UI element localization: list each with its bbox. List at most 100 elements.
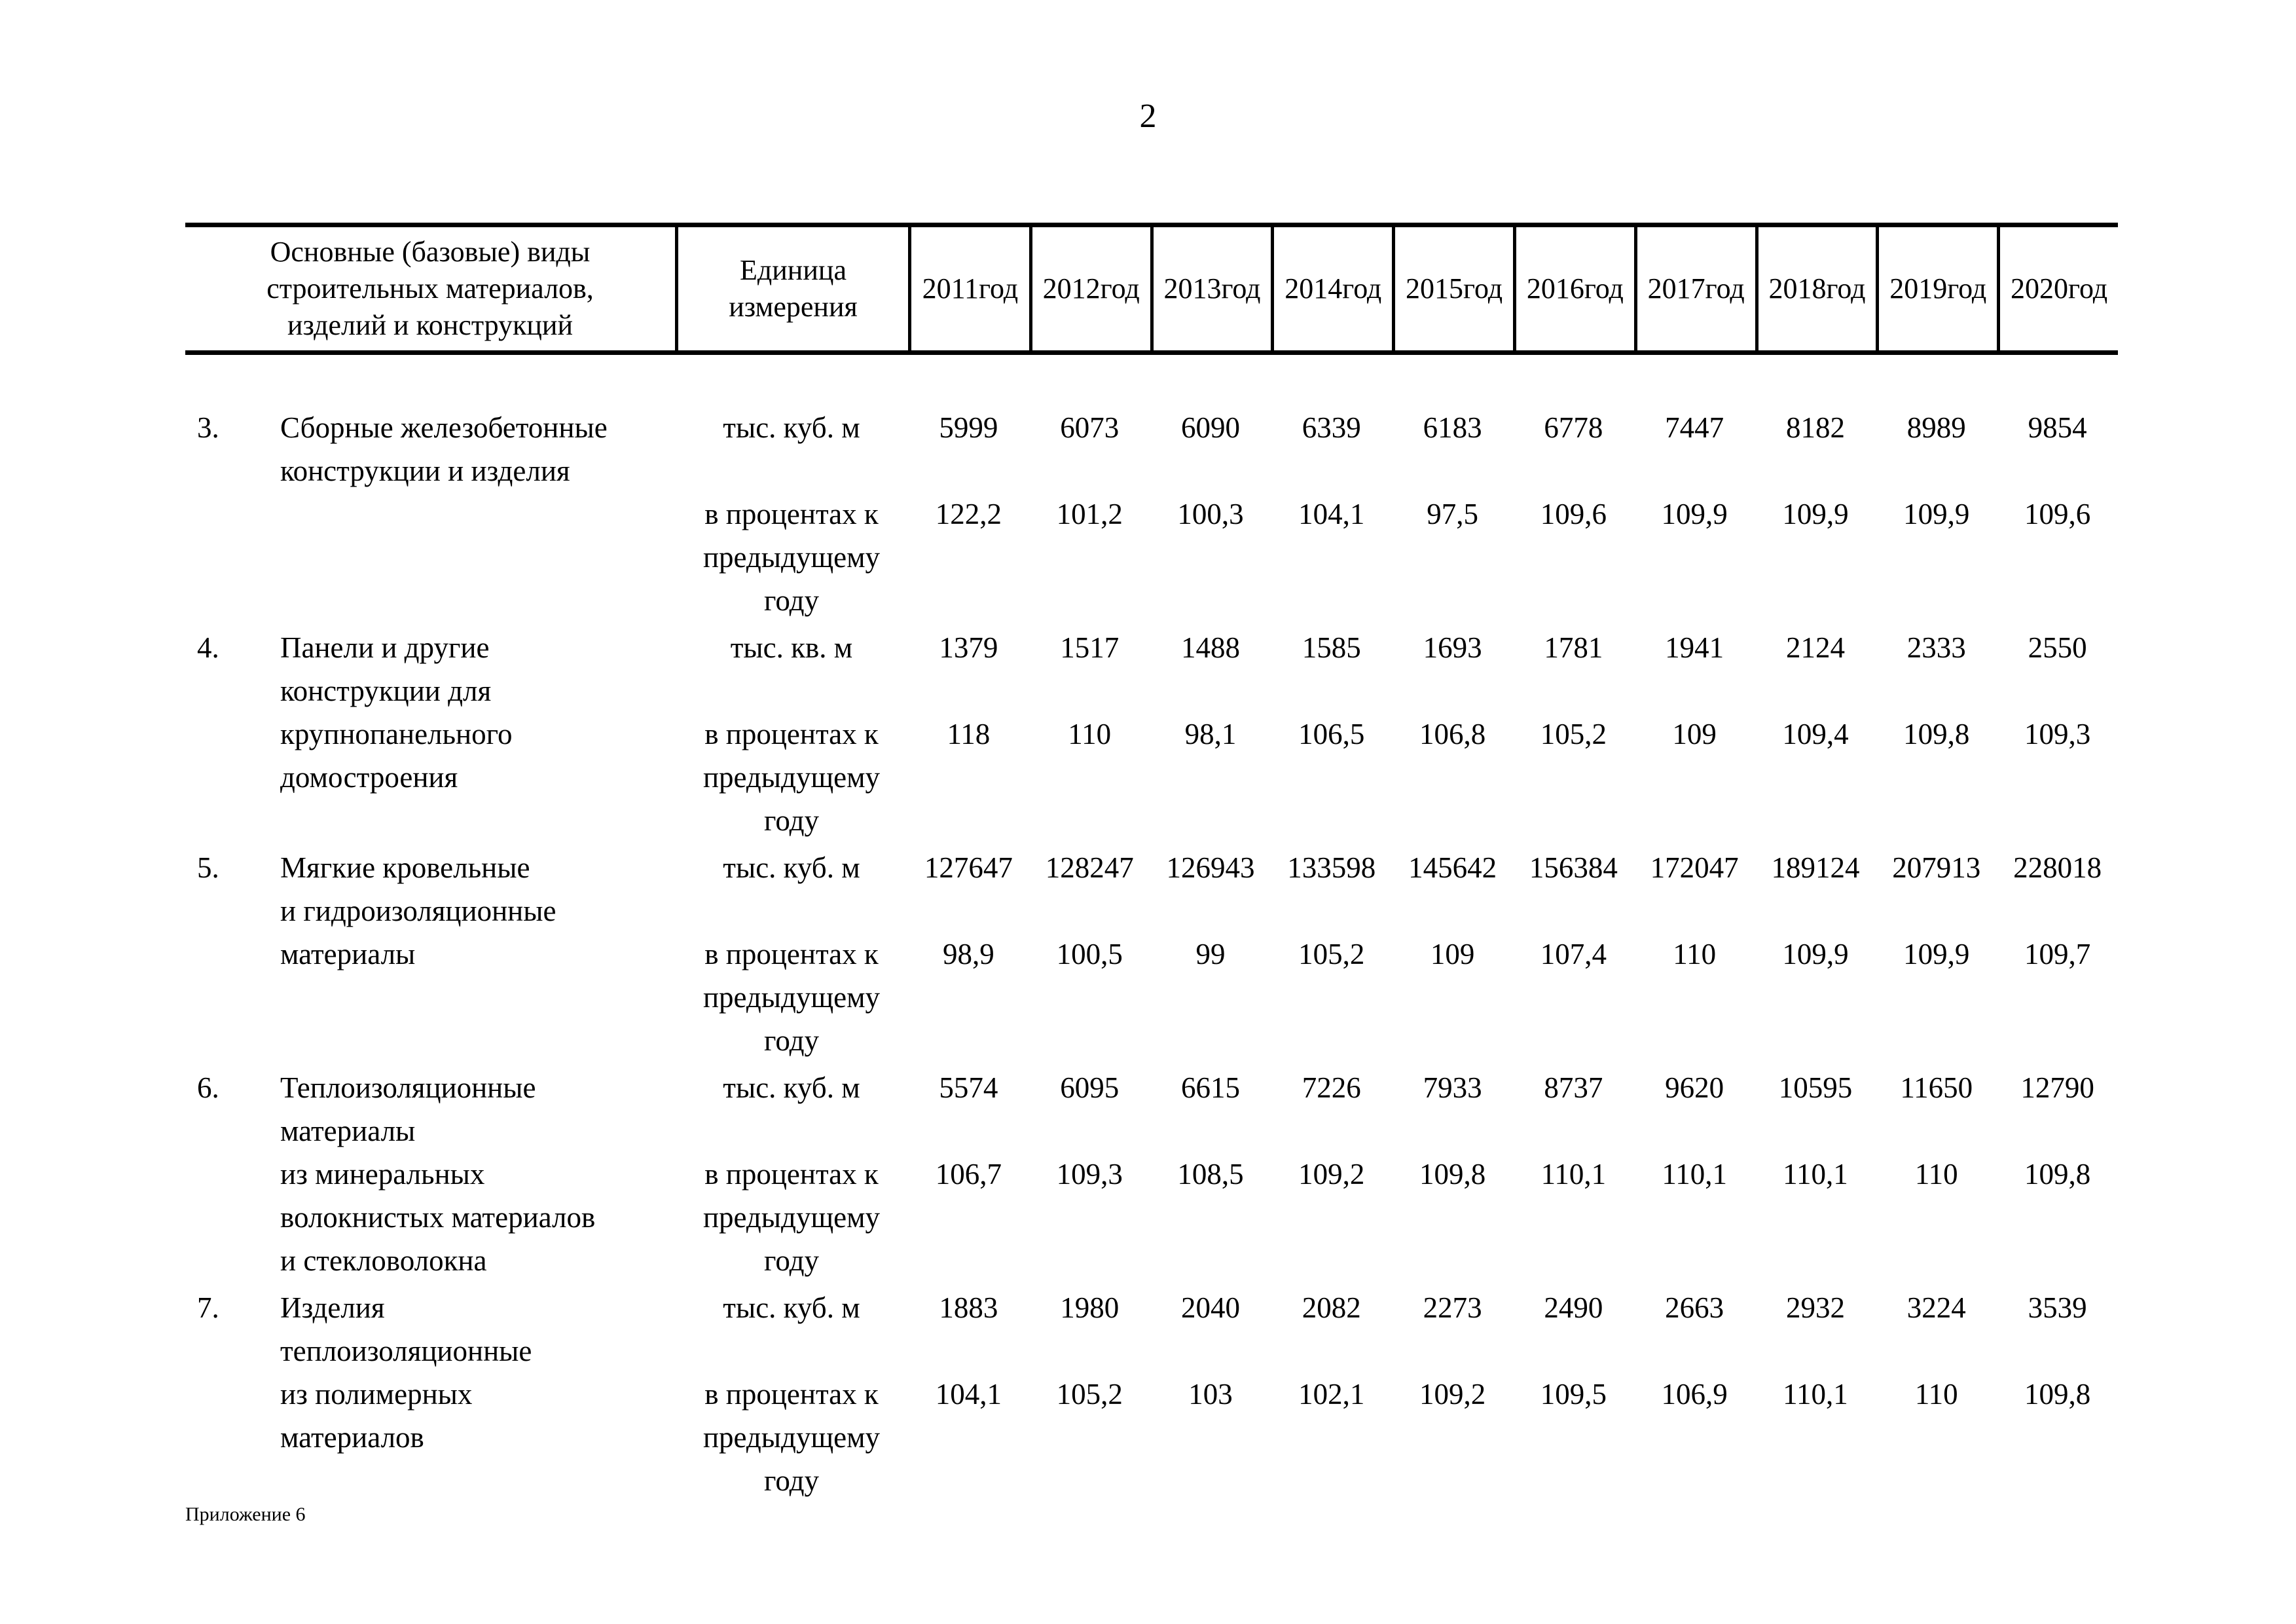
value-cell: 104,1	[1298, 498, 1365, 530]
value-cell: 110,1	[1662, 1158, 1727, 1190]
value-cell: 6090	[1180, 411, 1240, 444]
value-cell: 110,1	[1540, 1158, 1607, 1190]
value-cell: 105,2	[1056, 1378, 1123, 1411]
value-cell: 105,2	[1540, 718, 1607, 750]
year-value: 2020	[2011, 272, 2069, 304]
value-cell: 102,1	[1298, 1378, 1365, 1411]
value-cell: 2550	[2028, 631, 2087, 664]
value-cell: 10595	[1778, 1071, 1853, 1104]
row-name: Мягкие кровельные и гидроизоляционные ма…	[280, 851, 556, 970]
year-value: 2017	[1647, 272, 1705, 304]
unit-secondary: в процентах к предыдущему году	[702, 1378, 881, 1497]
unit-secondary: в процентах к предыдущему году	[702, 1158, 881, 1277]
value-cell: 6183	[1423, 411, 1482, 444]
unit-secondary: в процентах к предыдущему году	[702, 718, 881, 837]
value-cell: 109,9	[1903, 498, 1970, 530]
value-cell: 156384	[1529, 851, 1618, 884]
header-cell-year: 2016 год	[1512, 227, 1634, 350]
value-cell: 228018	[2013, 851, 2102, 884]
header-cell-year: 2017 год	[1633, 227, 1755, 350]
year-value: 2014	[1285, 272, 1343, 304]
value-cell: 106,7	[935, 1158, 1002, 1190]
footer-note: Приложение 6	[185, 1504, 306, 1525]
value-cell: 97,5	[1427, 498, 1478, 530]
value-cell: 109,8	[2024, 1378, 2091, 1411]
year-value: 2012	[1042, 272, 1101, 304]
value-cell: 9854	[2028, 411, 2087, 444]
header-cell-year: 2013 год	[1150, 227, 1271, 350]
year-label: год	[1100, 272, 1140, 304]
year-label: год	[1342, 272, 1382, 304]
value-cell: 110	[1673, 938, 1717, 970]
value-cell: 8737	[1544, 1071, 1603, 1104]
value-cell: 5574	[939, 1071, 998, 1104]
year-label: год	[1947, 272, 1987, 304]
table-body: 3. Сборные железобетонные конструкции и …	[185, 406, 2118, 1502]
value-cell: 7226	[1302, 1071, 1361, 1104]
year-label: год	[2068, 272, 2108, 304]
header-cell-unit: Единица измерения	[675, 227, 908, 350]
header-cell-year: 2012 год	[1029, 227, 1150, 350]
value-cell: 2490	[1544, 1291, 1603, 1324]
value-cell: 1379	[939, 631, 998, 664]
row-name: Теплоизоляционные материалы из минеральн…	[280, 1071, 596, 1277]
value-cell: 2663	[1665, 1291, 1724, 1324]
page-number: 2	[1139, 98, 1157, 135]
value-cell: 106,8	[1419, 718, 1486, 750]
table-row: 6. Теплоизоляционные материалы из минера…	[185, 1066, 2118, 1282]
value-cell: 109,6	[1540, 498, 1607, 530]
value-cell: 110,1	[1783, 1378, 1848, 1411]
value-cell: 110	[1068, 718, 1112, 750]
value-cell: 100,3	[1177, 498, 1244, 530]
value-cell: 104,1	[935, 1378, 1002, 1411]
value-cell: 109,9	[1782, 938, 1849, 970]
table-row: 4. Панели и другие конструкции для крупн…	[185, 626, 2118, 842]
year-label: год	[1826, 272, 1866, 304]
value-cell: 126943	[1166, 851, 1255, 884]
value-cell: 1693	[1423, 631, 1482, 664]
year-label: год	[1584, 272, 1624, 304]
header-cell-year: 2011 год	[908, 227, 1029, 350]
year-label: год	[1463, 272, 1503, 304]
table-row: 7. Изделия теплоизоляционные из полимерн…	[185, 1286, 2118, 1502]
value-cell: 109,9	[1661, 498, 1728, 530]
value-cell: 1980	[1060, 1291, 1120, 1324]
header-cell-year: 2019 год	[1876, 227, 1997, 350]
value-cell: 127647	[924, 851, 1013, 884]
table-row: 3. Сборные железобетонные конструкции и …	[185, 406, 2118, 622]
value-cell: 207913	[1892, 851, 1981, 884]
value-cell: 105,2	[1298, 938, 1365, 970]
value-cell: 11650	[1900, 1071, 1973, 1104]
value-cell: 9620	[1665, 1071, 1724, 1104]
value-cell: 109,2	[1419, 1378, 1486, 1411]
row-name: Сборные железобетонные конструкции и изд…	[280, 411, 608, 487]
materials-table: Основные (базовые) виды строительных мат…	[185, 223, 2118, 1506]
row-number: 3.	[197, 411, 219, 444]
year-value: 2011	[922, 272, 979, 304]
value-cell: 99	[1195, 938, 1226, 970]
value-cell: 3539	[2028, 1291, 2087, 1324]
value-cell: 145642	[1408, 851, 1497, 884]
value-cell: 109,2	[1298, 1158, 1365, 1190]
value-cell: 2040	[1180, 1291, 1240, 1324]
value-cell: 109,7	[2024, 938, 2091, 970]
value-cell: 109,9	[1782, 498, 1849, 530]
value-cell: 128247	[1045, 851, 1134, 884]
value-cell: 109	[1672, 718, 1717, 750]
value-cell: 6339	[1302, 411, 1361, 444]
value-cell: 103	[1188, 1378, 1233, 1411]
value-cell: 2333	[1906, 631, 1966, 664]
value-cell: 109,8	[2024, 1158, 2091, 1190]
header-cell-year: 2018 год	[1755, 227, 1876, 350]
year-value: 2013	[1163, 272, 1222, 304]
year-label: год	[1221, 272, 1261, 304]
row-name: Изделия теплоизоляционные из полимерных …	[280, 1291, 532, 1454]
value-cell: 109	[1430, 938, 1475, 970]
value-cell: 133598	[1287, 851, 1376, 884]
value-cell: 109,9	[1903, 938, 1970, 970]
value-cell: 2124	[1785, 631, 1845, 664]
value-cell: 110	[1914, 1378, 1958, 1411]
value-cell: 109,3	[1056, 1158, 1123, 1190]
value-cell: 7447	[1665, 411, 1724, 444]
value-cell: 106,9	[1661, 1378, 1728, 1411]
